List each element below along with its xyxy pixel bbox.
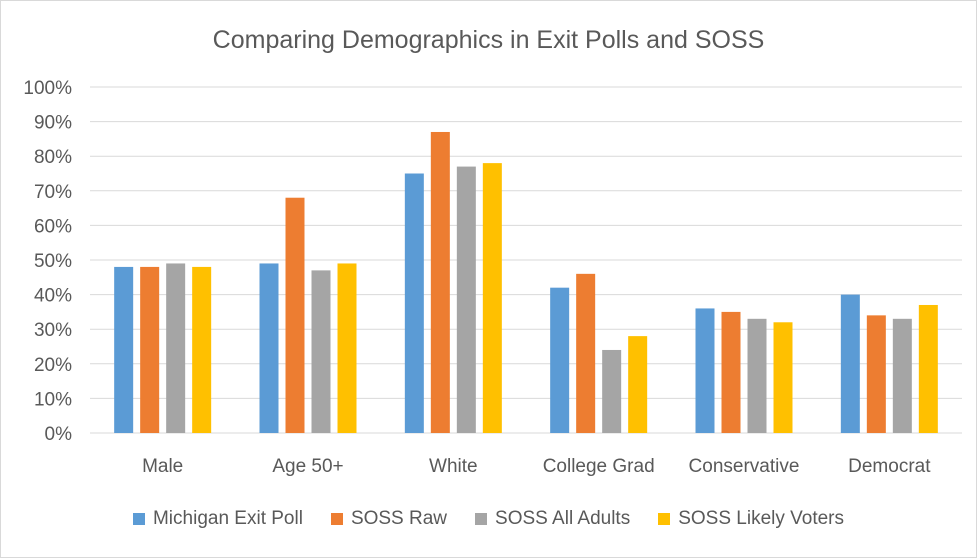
bar	[773, 322, 793, 433]
bar	[114, 266, 134, 433]
legend-item: SOSS Raw	[330, 508, 448, 530]
bar	[840, 294, 860, 433]
y-tick-label: 70%	[34, 182, 72, 203]
bar	[482, 163, 502, 433]
bar	[721, 311, 741, 433]
bar	[602, 349, 622, 433]
legend-swatch	[330, 513, 343, 525]
x-category-label: Conservative	[689, 456, 800, 477]
y-tick-label: 40%	[34, 286, 72, 307]
x-category-label: College Grad	[543, 456, 655, 477]
y-tick-label: 100%	[23, 78, 72, 99]
chart-legend: Michigan Exit Poll SOSS Raw SOSS All Adult…	[0, 506, 977, 532]
legend-item: SOSS All Adults	[475, 508, 630, 530]
legend-item: Michigan Exit Poll	[132, 508, 303, 530]
legend-item: SOSS Likely Voters	[658, 508, 844, 530]
bar	[695, 308, 715, 433]
bar	[628, 336, 648, 433]
y-tick-label: 60%	[34, 216, 72, 237]
y-tick-label: 30%	[34, 320, 72, 341]
legend-swatch	[658, 513, 671, 525]
y-tick-label: 10%	[34, 389, 72, 410]
legend-label: Michigan Exit Poll	[152, 508, 303, 529]
y-tick-label: 90%	[34, 113, 72, 134]
legend-label: SOSS Raw	[350, 508, 448, 529]
chart-title: Comparing Demographics in Exit Polls and…	[212, 26, 765, 54]
bar	[576, 273, 596, 433]
legend-swatch	[132, 513, 145, 525]
bar	[259, 263, 279, 433]
x-category-label: Age 50+	[272, 456, 343, 477]
bar	[456, 166, 476, 433]
bar	[918, 304, 938, 433]
x-category-label: Male	[142, 456, 183, 477]
bar	[192, 266, 212, 433]
x-category-label: White	[429, 456, 478, 477]
bar	[430, 131, 450, 434]
bar	[166, 263, 186, 433]
bar	[866, 315, 886, 433]
legend-swatch	[475, 513, 488, 525]
bar	[404, 173, 424, 433]
y-tick-label: 50%	[34, 251, 72, 272]
bar	[550, 287, 570, 433]
bar	[337, 263, 357, 433]
y-tick-label: 80%	[34, 147, 72, 168]
bar	[311, 270, 331, 433]
legend-label: SOSS All Adults	[495, 508, 631, 529]
x-category-label: Democrat	[848, 456, 931, 477]
legend-label: SOSS Likely Voters	[678, 508, 845, 529]
bar	[285, 197, 305, 433]
y-tick-label: 20%	[34, 355, 72, 376]
y-tick-label: 0%	[45, 424, 73, 445]
bar	[747, 318, 767, 433]
bar	[140, 266, 160, 433]
bar	[892, 318, 912, 433]
